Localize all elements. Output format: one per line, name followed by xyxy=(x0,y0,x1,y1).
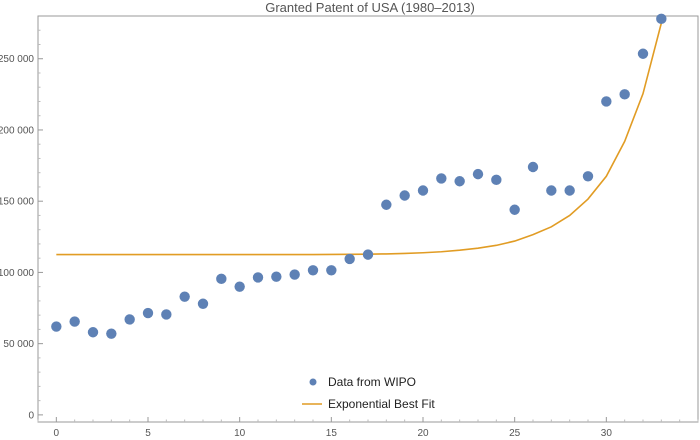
data-point xyxy=(418,185,428,195)
data-point xyxy=(381,200,391,210)
data-point xyxy=(69,316,79,326)
data-point xyxy=(326,265,336,275)
data-point xyxy=(289,269,299,279)
points-layer xyxy=(51,14,666,339)
y-tick-label: 100 000 xyxy=(0,268,34,279)
y-tick-label: 250 000 xyxy=(0,54,34,65)
fit-layer xyxy=(56,23,661,254)
data-point xyxy=(253,272,263,282)
data-point xyxy=(143,308,153,318)
data-point xyxy=(161,309,171,319)
legend-label-fit: Exponential Best Fit xyxy=(328,397,435,411)
data-point xyxy=(619,89,629,99)
data-point xyxy=(124,314,134,324)
data-point xyxy=(601,96,611,106)
legend: Data from WIPO Exponential Best Fit xyxy=(302,375,435,411)
data-point xyxy=(638,49,648,59)
data-point xyxy=(528,162,538,172)
data-point xyxy=(399,190,409,200)
data-point xyxy=(216,274,226,284)
data-point xyxy=(106,328,116,338)
plot-frame xyxy=(38,16,698,422)
data-point xyxy=(234,281,244,291)
data-point xyxy=(271,271,281,281)
data-point xyxy=(583,171,593,181)
data-point xyxy=(509,205,519,215)
data-point xyxy=(436,173,446,183)
data-point xyxy=(198,299,208,309)
x-axis-ticks: 0 5 10 15 20 25 30 xyxy=(38,417,698,439)
x-tick-label: 20 xyxy=(417,428,429,439)
y-tick-label: 150 000 xyxy=(0,197,34,208)
data-point xyxy=(179,291,189,301)
data-point xyxy=(546,185,556,195)
y-tick-label: 0 xyxy=(28,410,34,421)
y-tick-label: 50 000 xyxy=(3,339,34,350)
data-point xyxy=(51,321,61,331)
data-point xyxy=(344,254,354,264)
x-tick-label: 0 xyxy=(54,428,60,439)
data-point xyxy=(491,175,501,185)
legend-marker-wipo xyxy=(310,379,317,386)
data-point xyxy=(363,249,373,259)
data-point xyxy=(656,14,666,24)
chart-title: Granted Patent of USA (1980–2013) xyxy=(265,0,475,15)
legend-label-wipo: Data from WIPO xyxy=(328,375,416,389)
data-point xyxy=(454,176,464,186)
x-tick-label: 10 xyxy=(234,428,246,439)
data-point xyxy=(564,185,574,195)
x-tick-label: 5 xyxy=(145,428,151,439)
data-point xyxy=(473,169,483,179)
x-tick-label: 25 xyxy=(509,428,521,439)
data-point xyxy=(308,265,318,275)
fit-line xyxy=(56,23,661,254)
x-tick-label: 30 xyxy=(601,428,613,439)
y-tick-label: 200 000 xyxy=(0,125,34,136)
data-point xyxy=(88,327,98,337)
y-axis-ticks: 0 50 000 100 000 150 000 200 000 250 000 xyxy=(0,30,43,421)
x-tick-label: 15 xyxy=(326,428,338,439)
